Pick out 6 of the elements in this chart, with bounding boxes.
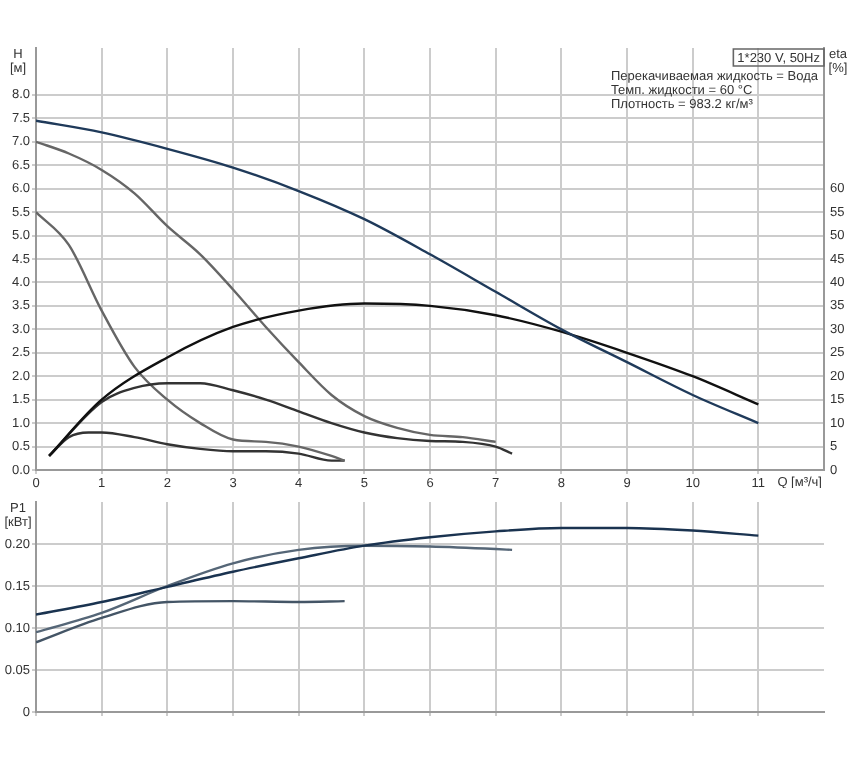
line-series bbox=[36, 119, 760, 425]
line-series bbox=[36, 544, 514, 634]
line-series bbox=[36, 140, 497, 444]
line-series bbox=[36, 599, 346, 644]
line-series bbox=[36, 526, 760, 616]
line-series bbox=[47, 302, 760, 458]
